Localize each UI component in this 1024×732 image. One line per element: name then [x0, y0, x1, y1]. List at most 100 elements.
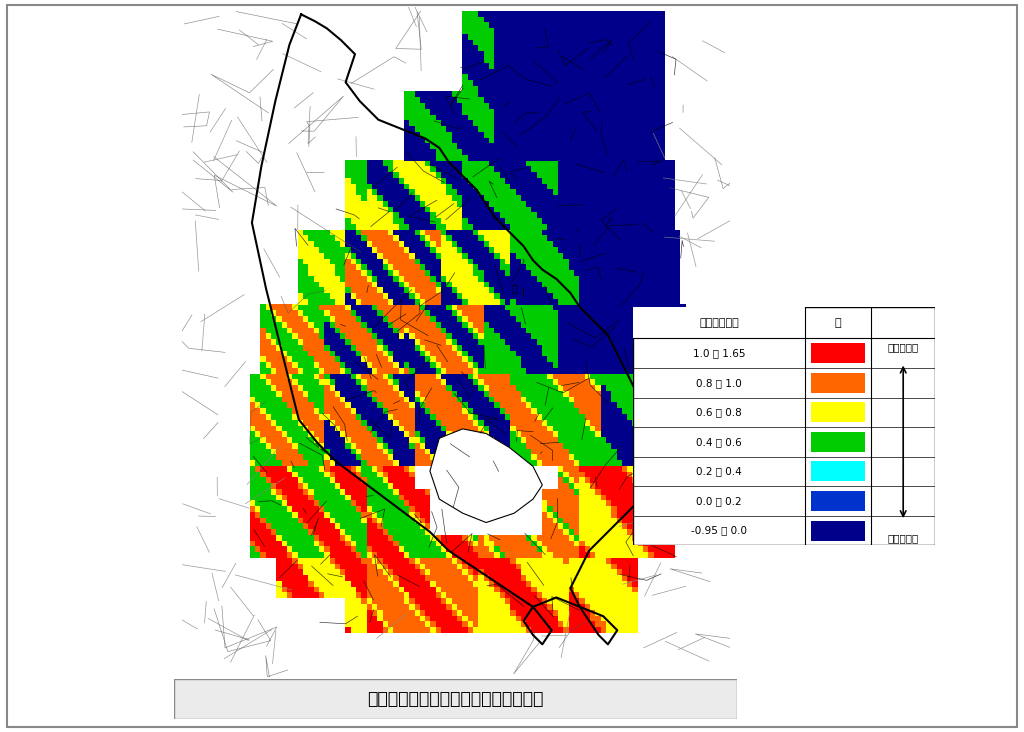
Bar	[330, 339, 335, 345]
Bar	[648, 345, 654, 351]
Bar	[372, 483, 378, 489]
Bar	[410, 143, 415, 149]
Bar	[318, 385, 325, 391]
Bar	[308, 385, 313, 391]
Bar	[500, 397, 505, 403]
Bar	[420, 477, 425, 483]
Bar	[537, 345, 543, 351]
Bar	[648, 494, 654, 501]
Bar	[489, 454, 495, 460]
Bar	[659, 253, 665, 258]
Bar	[420, 483, 425, 489]
Bar	[680, 385, 686, 391]
Bar	[622, 535, 628, 541]
Bar	[335, 419, 340, 425]
Bar	[606, 373, 611, 379]
Bar	[398, 535, 404, 541]
Bar	[351, 627, 356, 632]
Bar	[495, 258, 500, 264]
Bar	[367, 489, 372, 495]
Bar	[313, 489, 319, 495]
Bar	[665, 195, 670, 201]
Bar	[425, 126, 431, 132]
Bar	[526, 397, 531, 403]
Bar	[410, 466, 415, 471]
Bar	[420, 149, 425, 155]
Bar	[521, 373, 526, 379]
Bar	[500, 80, 505, 86]
Bar	[489, 103, 495, 109]
Bar	[271, 540, 276, 546]
Bar	[473, 345, 478, 351]
Bar	[563, 126, 569, 132]
Bar	[441, 564, 446, 569]
Bar	[568, 80, 574, 86]
Bar	[505, 264, 510, 270]
Bar	[611, 57, 616, 63]
Bar	[665, 500, 670, 506]
Bar	[425, 385, 431, 391]
Bar	[452, 569, 458, 575]
Bar	[574, 425, 580, 431]
Bar	[601, 345, 606, 351]
Bar	[659, 287, 665, 293]
Bar	[351, 425, 356, 431]
Bar	[495, 28, 500, 34]
Bar	[446, 449, 452, 455]
Bar	[500, 449, 505, 455]
Bar	[383, 293, 388, 299]
Bar	[410, 149, 415, 155]
Bar	[308, 333, 313, 339]
Bar	[563, 419, 569, 425]
Bar	[505, 540, 510, 546]
Bar	[495, 339, 500, 345]
Bar	[601, 299, 606, 305]
Bar	[648, 241, 654, 247]
Bar	[308, 552, 313, 558]
Bar	[372, 449, 378, 455]
Bar	[531, 321, 537, 328]
Bar	[489, 333, 495, 339]
Bar	[505, 356, 510, 362]
Bar	[495, 51, 500, 57]
Bar	[627, 616, 633, 621]
Bar	[542, 403, 548, 408]
Bar	[648, 160, 654, 166]
Bar	[265, 471, 271, 477]
Bar	[430, 235, 436, 242]
Bar	[265, 483, 271, 489]
Bar	[473, 373, 478, 379]
Bar	[318, 512, 325, 518]
Bar	[505, 592, 510, 598]
Bar	[627, 327, 633, 333]
Bar	[410, 339, 415, 345]
Bar	[595, 224, 601, 230]
Bar	[495, 172, 500, 178]
Bar	[468, 373, 473, 379]
Bar	[568, 97, 574, 103]
Bar	[398, 362, 404, 368]
Bar	[478, 108, 483, 115]
Bar	[548, 466, 553, 471]
Bar	[410, 506, 415, 512]
Bar	[410, 351, 415, 356]
Bar	[410, 580, 415, 587]
Bar	[601, 230, 606, 236]
Bar	[452, 546, 458, 552]
Bar	[606, 477, 611, 483]
Bar	[558, 431, 563, 437]
Bar	[282, 477, 287, 483]
Bar	[388, 247, 393, 253]
Bar	[478, 356, 483, 362]
Bar	[622, 362, 628, 368]
Bar	[415, 552, 420, 558]
Bar	[537, 80, 543, 86]
Bar	[298, 586, 303, 592]
Bar	[595, 154, 601, 160]
Bar	[372, 529, 378, 535]
Bar	[568, 397, 574, 403]
Bar	[643, 126, 648, 132]
Bar	[553, 454, 558, 460]
Bar	[500, 166, 505, 172]
Bar	[441, 108, 446, 115]
